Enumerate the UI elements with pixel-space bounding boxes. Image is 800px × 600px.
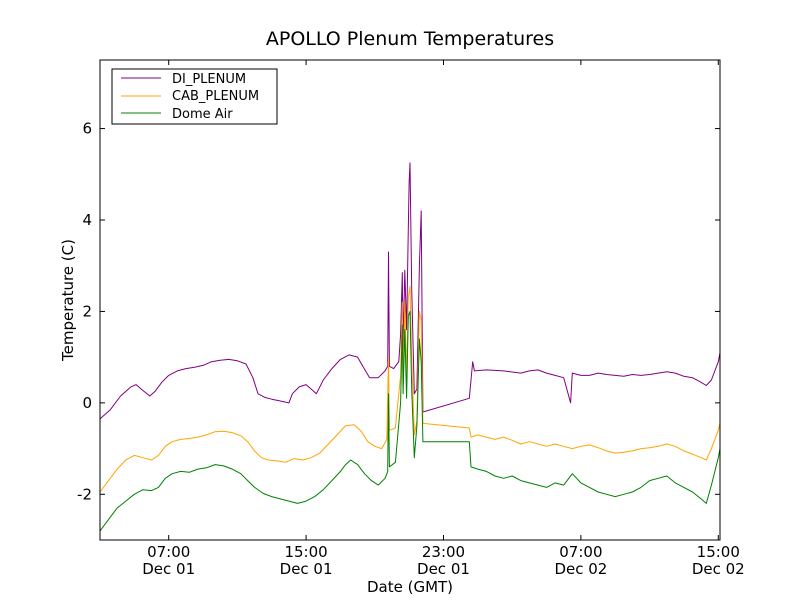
chart-title: APOLLO Plenum Temperatures [266, 28, 554, 50]
x-axis-label: Date (GMT) [367, 578, 453, 596]
x-tick-time-label: 07:00 [147, 543, 190, 561]
x-tick-time-label: 23:00 [422, 543, 465, 561]
series-line-dome-air [99, 310, 721, 532]
x-tick-date-label: Dec 02 [692, 560, 745, 578]
legend-label-di-plenum: DI_PLENUM [172, 72, 246, 87]
y-tick-label: 6 [82, 120, 92, 138]
x-tick-date-label: Dec 01 [417, 560, 470, 578]
legend: DI_PLENUM CAB_PLENUM Dome Air [111, 68, 278, 125]
x-tick-date-label: Dec 01 [280, 560, 333, 578]
x-tick-time-label: 15:00 [284, 543, 327, 561]
x-tick-time-label: 15:00 [697, 543, 740, 561]
y-tick-label: 0 [82, 394, 92, 412]
plot-frame [99, 59, 721, 541]
x-tick-date-label: Dec 01 [142, 560, 195, 578]
x-tick-date-label: Dec 02 [554, 560, 607, 578]
x-tick-time-label: 07:00 [559, 543, 602, 561]
legend-label-cab-plenum: CAB_PLENUM [172, 89, 259, 104]
y-axis: 6 4 2 0 -2 [77, 120, 720, 503]
y-axis-label: Temperature (C) [59, 239, 77, 362]
series-line-di-plenum [99, 162, 721, 420]
series-layer [99, 162, 721, 532]
legend-label-dome-air: Dome Air [172, 107, 233, 122]
y-tick-label: -2 [77, 485, 92, 503]
y-tick-label: 2 [82, 302, 92, 320]
y-tick-label: 4 [82, 211, 92, 229]
